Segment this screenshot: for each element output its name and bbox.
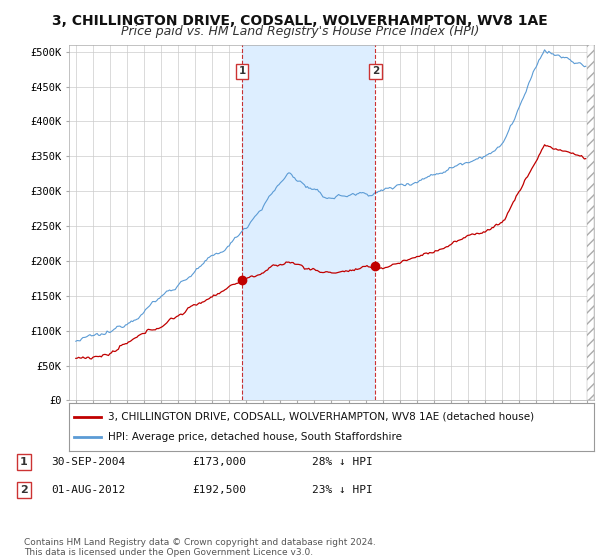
Text: 2: 2 [20, 485, 28, 495]
Text: 2: 2 [372, 66, 379, 76]
Text: 3, CHILLINGTON DRIVE, CODSALL, WOLVERHAMPTON, WV8 1AE (detached house): 3, CHILLINGTON DRIVE, CODSALL, WOLVERHAM… [109, 412, 535, 422]
Text: Contains HM Land Registry data © Crown copyright and database right 2024.
This d: Contains HM Land Registry data © Crown c… [24, 538, 376, 557]
Text: 30-SEP-2004: 30-SEP-2004 [51, 457, 125, 467]
Text: 1: 1 [20, 457, 28, 467]
Text: 1: 1 [238, 66, 245, 76]
Text: Price paid vs. HM Land Registry's House Price Index (HPI): Price paid vs. HM Land Registry's House … [121, 25, 479, 38]
Bar [242, 45, 376, 400]
Text: £192,500: £192,500 [192, 485, 246, 495]
Text: 28% ↓ HPI: 28% ↓ HPI [312, 457, 373, 467]
Text: 23% ↓ HPI: 23% ↓ HPI [312, 485, 373, 495]
Text: 3, CHILLINGTON DRIVE, CODSALL, WOLVERHAMPTON, WV8 1AE: 3, CHILLINGTON DRIVE, CODSALL, WOLVERHAM… [52, 14, 548, 28]
Text: £173,000: £173,000 [192, 457, 246, 467]
Text: HPI: Average price, detached house, South Staffordshire: HPI: Average price, detached house, Sout… [109, 432, 403, 442]
Text: 01-AUG-2012: 01-AUG-2012 [51, 485, 125, 495]
